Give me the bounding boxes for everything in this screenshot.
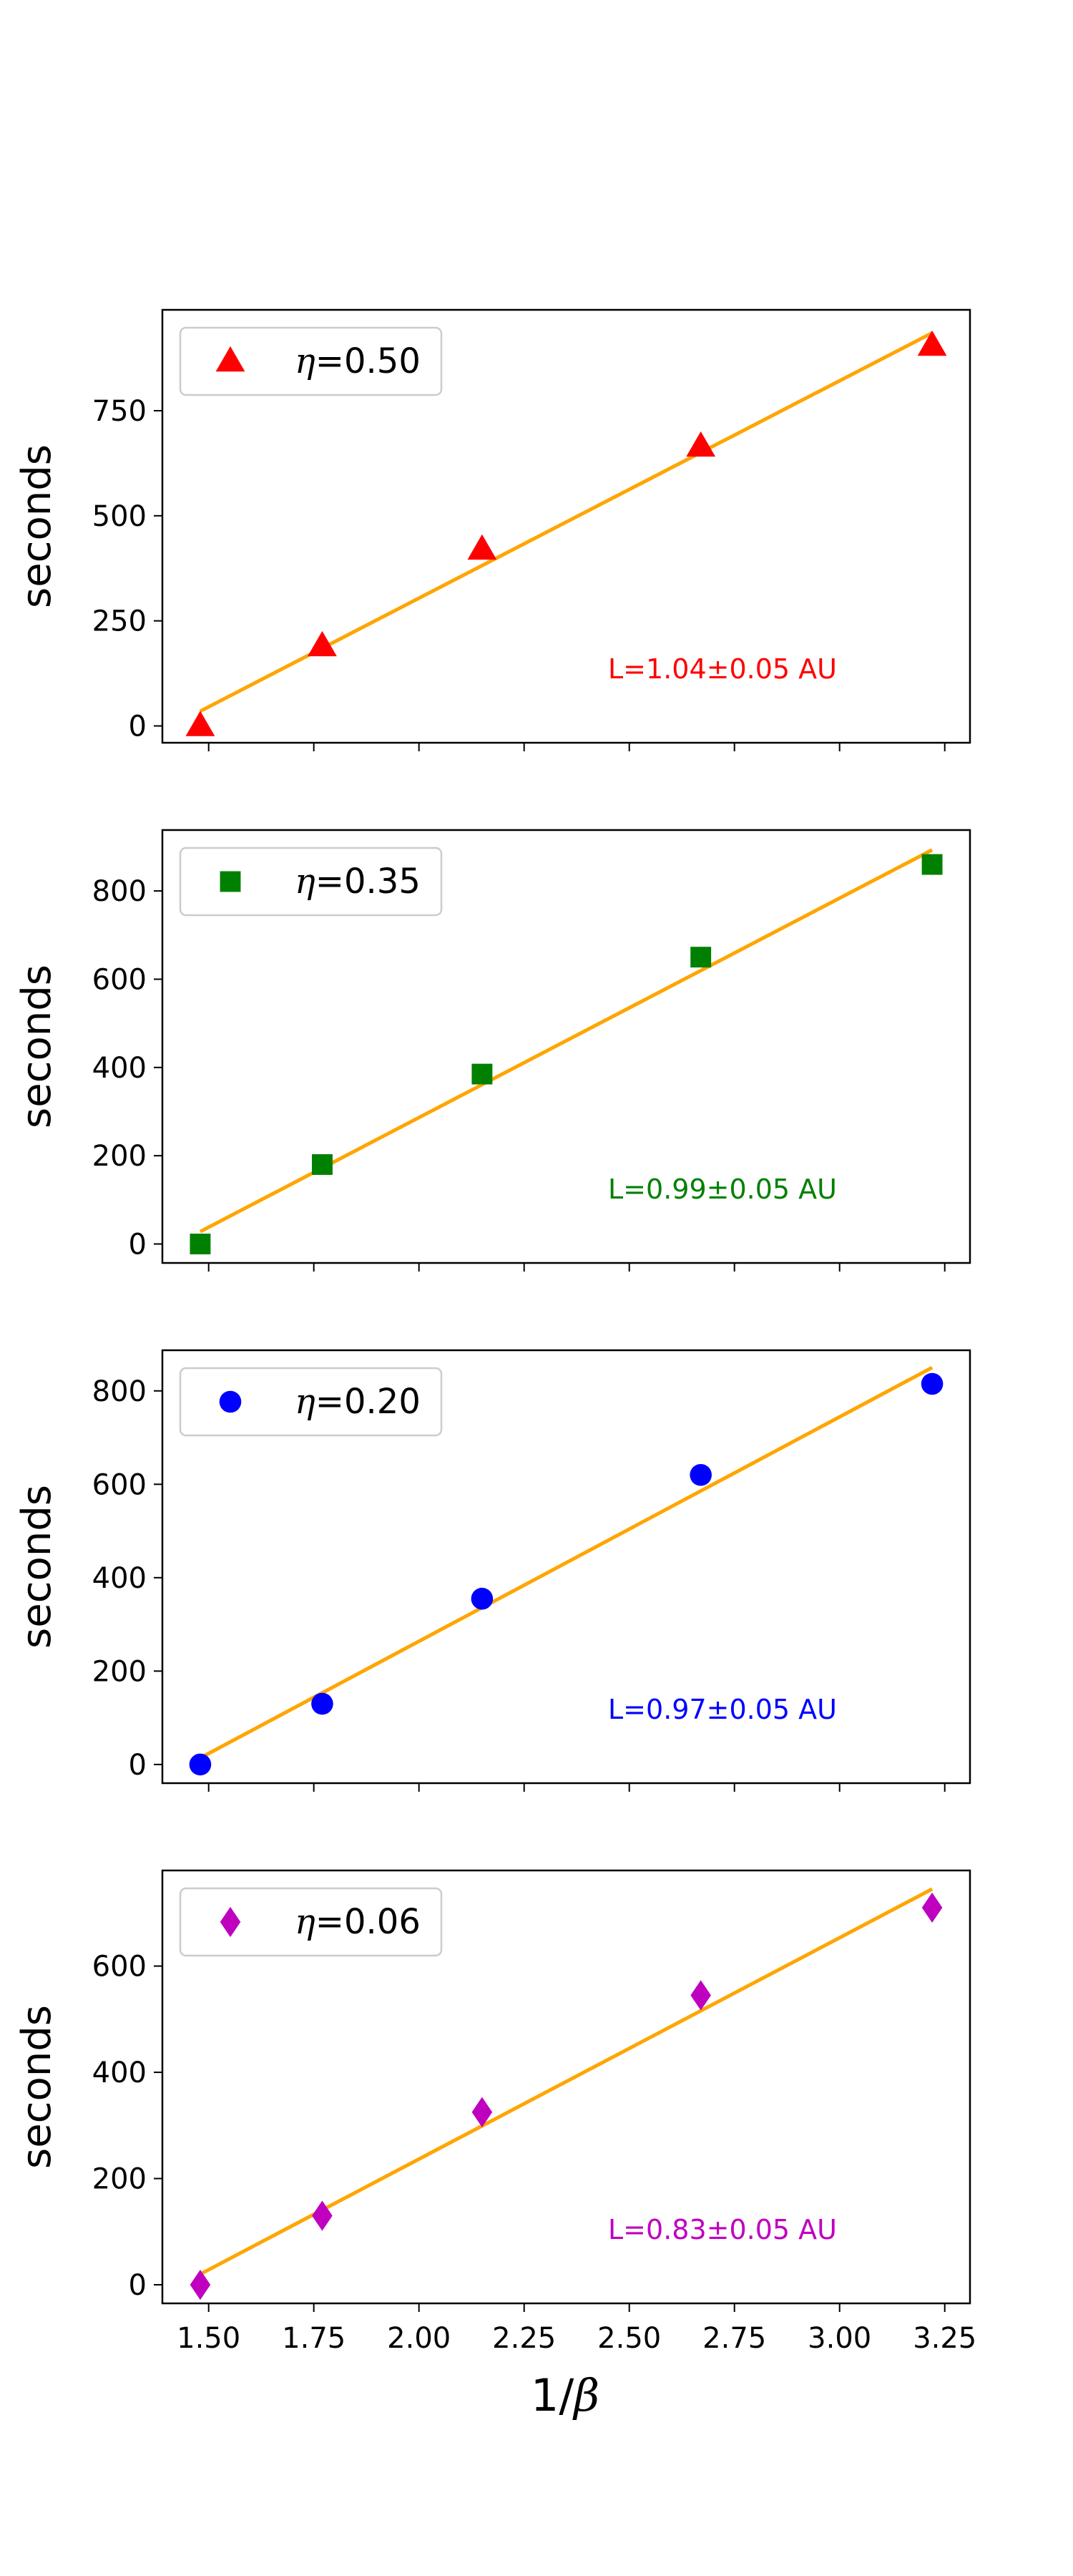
data-point: [471, 2097, 493, 2127]
legend-marker: [219, 1390, 242, 1413]
y-tick-label: 800: [92, 875, 147, 908]
plot-frame: [161, 308, 971, 744]
legend-label: η=0.20: [295, 1382, 421, 1422]
y-tick-label: 200: [92, 1140, 147, 1173]
y-tick-label: 600: [92, 1468, 147, 1501]
y-tick-label: 250: [92, 605, 147, 638]
y-tick-label: 800: [92, 1375, 147, 1408]
legend-marker: [215, 346, 245, 372]
y-axis-label: seconds: [14, 2005, 60, 2169]
panel-4: 0 200 400 600 1.50 1.75 2.00 2.25 2.50 2.75 3.00 3.…: [14, 1869, 976, 2355]
y-tick-label: 0: [129, 2269, 147, 2302]
data-point: [312, 2200, 333, 2231]
fit-annotation: L=0.83±0.05 AU: [608, 2214, 837, 2245]
data-point: [921, 1892, 943, 1923]
data-point: [690, 1980, 711, 2011]
data-point: [471, 1587, 494, 1610]
panel-1: 0 250 500 750 seconds η=0.50 L=1.04±0.05 AU: [14, 308, 971, 751]
plot-frame: [161, 1869, 971, 2305]
y-axis-label: seconds: [14, 1485, 60, 1649]
fit-annotation: L=0.97±0.05 AU: [608, 1694, 837, 1725]
y-tick-label: 750: [92, 395, 147, 428]
data-point: [189, 1753, 212, 1776]
data-point: [467, 534, 497, 560]
x-axis-label: 1/β: [531, 2369, 599, 2421]
legend-marker: [220, 1906, 241, 1938]
x-tick-label: 2.50: [597, 2322, 661, 2355]
legend-box: [179, 1367, 443, 1437]
data-point: [921, 1372, 944, 1395]
x-tick-label: 1.50: [177, 2322, 240, 2355]
legend-box: [179, 326, 443, 396]
plot-frame: [161, 829, 971, 1264]
panel-3: 0 200 400 600 800 seconds η=0.20 L=0.97±0.05 AU: [14, 1349, 971, 1792]
y-tick-label: 400: [92, 1052, 147, 1085]
y-tick-label: 0: [129, 711, 147, 743]
data-point: [308, 630, 337, 657]
y-tick-label: 0: [129, 1749, 147, 1782]
data-point: [190, 2269, 211, 2301]
legend-box: [179, 847, 443, 917]
legend-label: η=0.50: [295, 341, 421, 381]
x-tick-label: 3.25: [913, 2322, 976, 2355]
data-point: [690, 1463, 712, 1486]
y-tick-label: 400: [92, 2057, 147, 2089]
data-point: [190, 1234, 211, 1254]
data-point: [917, 330, 947, 356]
x-tick-label: 2.25: [492, 2322, 556, 2355]
x-tick-label: 2.75: [702, 2322, 766, 2355]
data-point: [921, 854, 943, 875]
y-tick-label: 0: [129, 1228, 147, 1261]
fit-annotation: L=0.99±0.05 AU: [608, 1174, 837, 1205]
y-tick-label: 600: [92, 963, 147, 996]
fit-annotation: L=1.04±0.05 AU: [608, 653, 837, 685]
plot-frame: [161, 1349, 971, 1785]
y-tick-label: 600: [92, 1951, 147, 1984]
y-axis-label: seconds: [14, 444, 60, 608]
x-tick-label: 2.00: [387, 2322, 451, 2355]
legend-box: [179, 1887, 443, 1957]
panel-2: 0 200 400 600 800 seconds η=0.35 L=0.99±0.05 AU: [14, 829, 971, 1272]
y-axis-label: seconds: [14, 965, 60, 1128]
data-point: [690, 947, 712, 968]
data-point: [185, 711, 215, 736]
legend-label: η=0.35: [295, 862, 421, 902]
y-tick-label: 500: [92, 500, 147, 533]
y-tick-label: 200: [92, 1655, 147, 1688]
legend-label: η=0.06: [295, 1902, 421, 1942]
x-tick-label: 3.00: [808, 2322, 871, 2355]
data-point: [311, 1692, 333, 1715]
data-point: [311, 1154, 333, 1175]
y-tick-label: 400: [92, 1562, 147, 1595]
legend-marker: [220, 871, 241, 892]
data-point: [686, 431, 716, 457]
x-tick-label: 1.75: [282, 2322, 346, 2355]
data-point: [471, 1063, 493, 1085]
y-tick-label: 200: [92, 2163, 147, 2196]
